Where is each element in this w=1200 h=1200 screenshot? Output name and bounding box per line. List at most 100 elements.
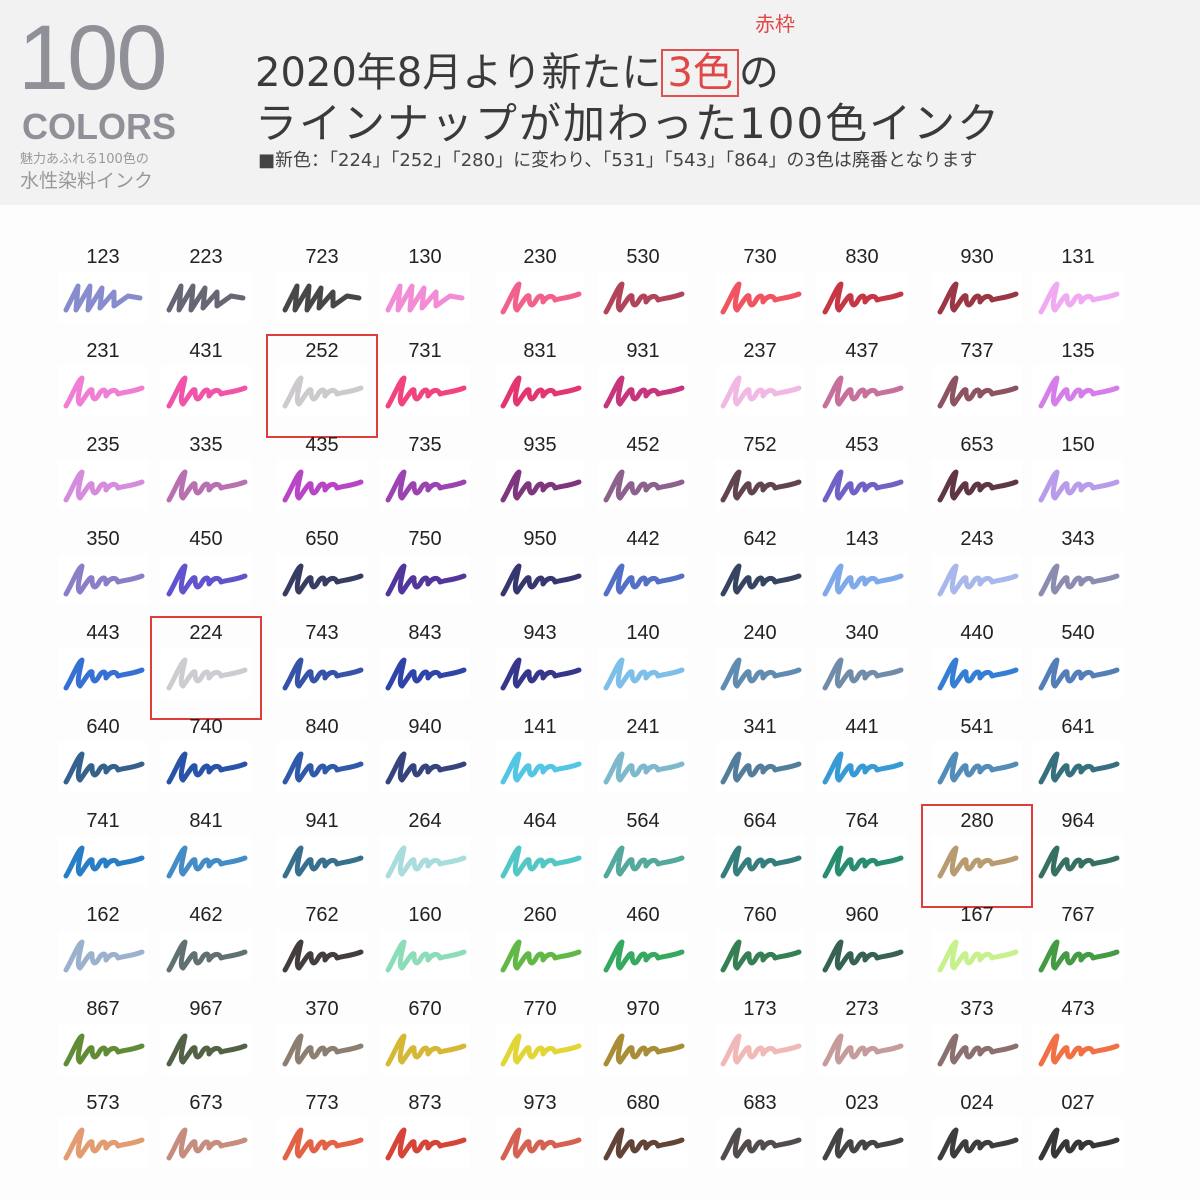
ink-stroke: [715, 1118, 805, 1168]
swatch-224: 224: [150, 616, 262, 720]
swatch-530: 530: [593, 246, 693, 338]
swatch-252: 252: [266, 334, 378, 438]
ink-stroke: [58, 1024, 148, 1074]
ink-stroke: [1033, 554, 1123, 604]
swatch-243: 243: [927, 528, 1027, 620]
ink-stroke: [932, 930, 1022, 980]
swatch-number: 243: [960, 528, 994, 550]
ink-stroke: [161, 742, 251, 792]
swatch-number: 140: [626, 622, 660, 644]
swatch-943: 943: [490, 622, 590, 714]
swatch-number: 341: [743, 716, 777, 738]
swatch-number: 873: [408, 1092, 442, 1114]
swatch-240: 240: [710, 622, 810, 714]
ink-stroke: [932, 742, 1022, 792]
swatch-741: 741: [53, 810, 153, 902]
ink-stroke: [277, 930, 367, 980]
swatch-number: 143: [845, 528, 879, 550]
swatch-640: 640: [53, 716, 153, 808]
swatch-773: 773: [272, 1092, 372, 1184]
swatch-number: 452: [626, 434, 660, 456]
tagline-1: 魅力あふれる100色の: [20, 152, 149, 167]
ink-stroke: [380, 460, 470, 510]
swatch-number: 027: [1061, 1092, 1095, 1114]
swatch-number: 730: [743, 246, 777, 268]
swatch-160: 160: [375, 904, 475, 996]
ink-stroke: [58, 742, 148, 792]
header-note: ■新色：「224」「252」「280」に変わり、「531」「543」「864」の…: [258, 150, 978, 171]
swatch-number: 843: [408, 622, 442, 644]
swatch-373: 373: [927, 998, 1027, 1090]
swatch-950: 950: [490, 528, 590, 620]
swatch-143: 143: [812, 528, 912, 620]
swatch-number: 443: [86, 622, 120, 644]
ink-stroke: [1033, 648, 1123, 698]
ink-stroke: [495, 648, 585, 698]
ink-stroke: [598, 1024, 688, 1074]
swatch-752: 752: [710, 434, 810, 526]
swatch-740: 740: [156, 716, 256, 808]
swatch-260: 260: [490, 904, 590, 996]
swatch-964: 964: [1028, 810, 1128, 902]
ink-stroke: [58, 930, 148, 980]
highlight-note: 赤枠: [755, 12, 795, 36]
ink-stroke: [277, 460, 367, 510]
swatch-number: 024: [960, 1092, 994, 1114]
swatch-number: 437: [845, 340, 879, 362]
swatch-number: 123: [86, 246, 120, 268]
ink-stroke: [817, 1024, 907, 1074]
swatch-number: 273: [845, 998, 879, 1020]
swatch-735: 735: [375, 434, 475, 526]
headline-line2: ラインナップが加わった100色インク: [255, 99, 1002, 148]
swatch-number: 650: [305, 528, 339, 550]
swatch-number: 831: [523, 340, 557, 362]
swatch-number: 767: [1061, 904, 1095, 926]
swatch-number: 740: [189, 716, 223, 738]
swatch-number: 130: [408, 246, 442, 268]
ink-stroke: [932, 1024, 1022, 1074]
swatch-167: 167: [927, 904, 1027, 996]
swatch-770: 770: [490, 998, 590, 1090]
ink-stroke: [817, 272, 907, 322]
ink-stroke: [277, 366, 367, 416]
ink-stroke: [380, 836, 470, 886]
tagline-2: 水性染料インク: [20, 170, 154, 192]
swatch-960: 960: [812, 904, 912, 996]
swatch-642: 642: [710, 528, 810, 620]
ink-stroke: [1033, 272, 1123, 322]
swatch-767: 767: [1028, 904, 1128, 996]
swatch-number: 464: [523, 810, 557, 832]
swatch-number: 237: [743, 340, 777, 362]
swatch-680: 680: [593, 1092, 693, 1184]
ink-stroke: [495, 836, 585, 886]
swatch-number: 973: [523, 1092, 557, 1114]
swatch-940: 940: [375, 716, 475, 808]
swatch-number: 760: [743, 904, 777, 926]
swatch-number: 473: [1061, 998, 1095, 1020]
swatch-237: 237: [710, 340, 810, 432]
swatch-440: 440: [927, 622, 1027, 714]
swatch-131: 131: [1028, 246, 1128, 338]
swatch-967: 967: [156, 998, 256, 1090]
swatch-number: 762: [305, 904, 339, 926]
swatch-number: 131: [1061, 246, 1095, 268]
ink-stroke: [161, 1118, 251, 1168]
swatch-335: 335: [156, 434, 256, 526]
swatch-number: 442: [626, 528, 660, 550]
swatch-number: 224: [189, 622, 223, 644]
ink-stroke: [495, 930, 585, 980]
swatch-931: 931: [593, 340, 693, 432]
swatch-764: 764: [812, 810, 912, 902]
swatch-number: 135: [1061, 340, 1095, 362]
swatch-541: 541: [927, 716, 1027, 808]
ink-stroke: [1033, 930, 1123, 980]
swatch-023: 023: [812, 1092, 912, 1184]
ink-stroke: [715, 366, 805, 416]
ink-stroke: [277, 836, 367, 886]
ink-stroke: [598, 366, 688, 416]
swatch-number: 943: [523, 622, 557, 644]
swatch-number: 641: [1061, 716, 1095, 738]
swatch-number: 931: [626, 340, 660, 362]
swatch-130: 130: [375, 246, 475, 338]
swatch-number: 683: [743, 1092, 777, 1114]
